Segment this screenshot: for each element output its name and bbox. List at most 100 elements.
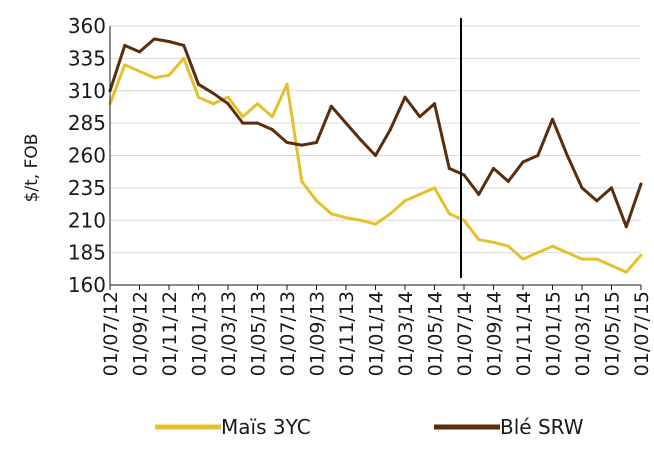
data-point — [551, 117, 554, 121]
data-point — [241, 115, 245, 119]
x-tick-label: 01/07/12 — [100, 291, 122, 376]
data-point — [226, 102, 230, 106]
y-tick-label: 310 — [68, 79, 106, 103]
data-point — [624, 270, 628, 274]
y-tick-label: 260 — [68, 144, 106, 168]
data-point — [211, 102, 215, 106]
data-point — [610, 264, 613, 268]
data-point — [285, 82, 289, 86]
data-point — [462, 218, 466, 222]
data-point — [521, 257, 525, 261]
data-point — [639, 182, 643, 186]
data-point — [580, 186, 584, 190]
data-point — [565, 154, 569, 157]
data-point — [123, 43, 127, 47]
data-point — [610, 186, 613, 190]
y-tick-label: 235 — [68, 176, 106, 200]
x-tick-label: 01/07/14 — [454, 291, 476, 376]
data-point — [138, 69, 141, 73]
y-tick-label: 335 — [68, 46, 106, 70]
data-point — [536, 251, 540, 255]
data-point — [152, 37, 156, 41]
data-point — [536, 154, 540, 157]
data-point — [403, 95, 407, 99]
series-lines — [108, 37, 643, 274]
y-tick-label: 285 — [68, 111, 106, 135]
data-point — [167, 40, 171, 44]
y-tick-label: 360 — [68, 14, 106, 38]
data-point — [492, 166, 495, 170]
x-tick-label: 01/09/13 — [307, 291, 329, 376]
data-point — [418, 192, 422, 196]
x-tick-label: 01/09/12 — [130, 291, 152, 376]
data-point — [197, 82, 200, 86]
series-line — [108, 37, 643, 229]
data-point — [359, 218, 363, 222]
y-tick-label: 160 — [68, 273, 106, 297]
data-point — [477, 238, 481, 242]
y-tick-label: 210 — [68, 208, 106, 232]
data-point — [138, 50, 141, 54]
data-point — [359, 138, 363, 142]
data-point — [447, 166, 451, 170]
data-point — [167, 73, 171, 77]
x-tick-label: 01/07/13 — [277, 291, 299, 376]
data-point — [595, 199, 599, 203]
data-point — [329, 212, 333, 216]
data-point — [433, 186, 436, 190]
x-tick-label: 01/11/13 — [336, 291, 358, 376]
x-tick-label: 01/05/14 — [425, 291, 447, 376]
data-point — [211, 91, 215, 95]
x-tick-label: 01/03/14 — [395, 291, 417, 376]
x-tick-label: 01/03/15 — [572, 291, 594, 376]
data-point — [388, 212, 392, 216]
data-point — [315, 199, 318, 203]
data-point — [506, 244, 510, 248]
x-tick-label: 01/05/13 — [248, 291, 270, 376]
x-tick-label: 01/07/15 — [631, 291, 653, 376]
data-point — [182, 43, 186, 47]
data-point — [300, 143, 304, 147]
data-point — [315, 141, 318, 145]
data-point — [241, 121, 245, 125]
data-point — [344, 121, 348, 125]
x-tick-label: 01/03/13 — [218, 291, 240, 376]
data-point — [123, 63, 127, 67]
data-point — [344, 216, 348, 220]
data-point — [403, 199, 407, 203]
x-tick-label: 01/09/14 — [484, 291, 506, 376]
x-tick-label: 01/11/14 — [513, 291, 535, 376]
data-point — [329, 104, 333, 108]
data-point — [595, 257, 599, 261]
data-point — [300, 179, 304, 183]
data-point — [256, 121, 259, 125]
data-point — [182, 56, 186, 60]
data-point — [285, 141, 289, 145]
data-point — [226, 95, 230, 99]
data-point — [492, 240, 495, 244]
data-point — [521, 160, 525, 164]
legend-label: Maïs 3YC — [221, 415, 311, 439]
data-point — [565, 251, 569, 255]
data-point — [477, 192, 481, 196]
data-point — [152, 76, 156, 80]
data-point — [462, 173, 466, 177]
data-point — [418, 115, 422, 119]
x-tick-label: 01/01/13 — [189, 291, 211, 376]
data-point — [256, 102, 259, 106]
x-tick-label: 01/11/12 — [159, 291, 181, 376]
data-point — [551, 244, 554, 248]
legend-label: Blé SRW — [500, 415, 584, 439]
data-point — [374, 222, 377, 226]
x-tick-label: 01/01/15 — [543, 291, 565, 376]
y-tick-labels: 160 185 210 235 260 285 310 335 360 — [68, 14, 106, 297]
legend: Maïs 3YC Blé SRW — [155, 415, 584, 439]
data-point — [639, 253, 643, 257]
data-point — [197, 95, 200, 99]
x-tick-labels: 01/07/12 01/09/12 01/11/12 01/01/13 01/03/13… — [100, 291, 653, 376]
y-axis-label: $/t, FOB — [22, 134, 42, 203]
data-point — [624, 225, 628, 229]
data-point — [270, 128, 274, 132]
data-point — [580, 257, 584, 261]
